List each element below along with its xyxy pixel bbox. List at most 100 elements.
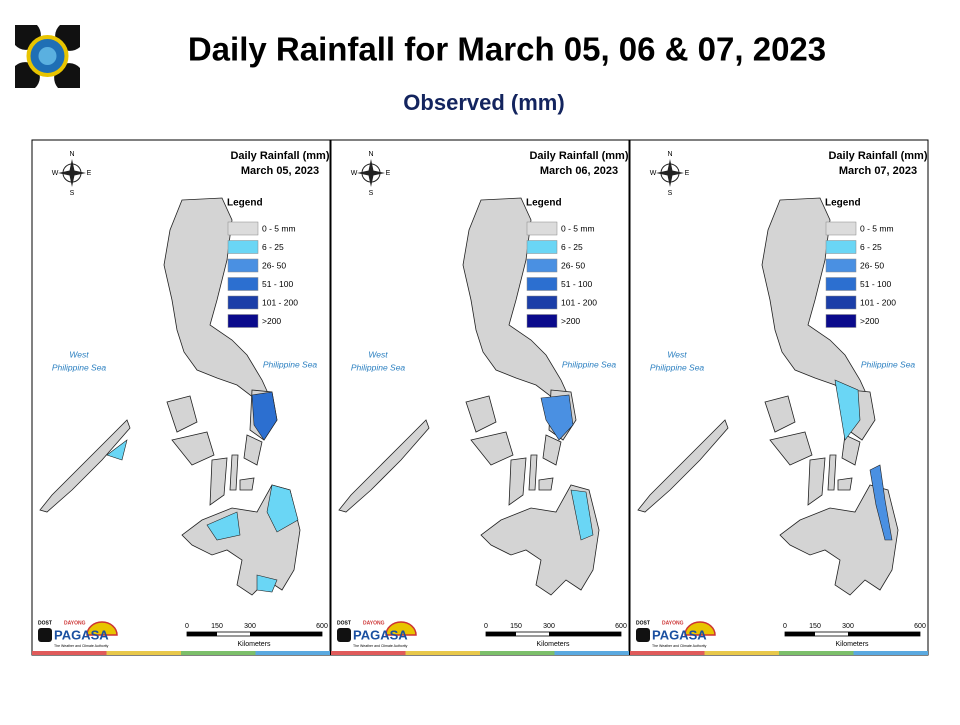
compass: N S W E: [650, 151, 690, 197]
legend-label: 101 - 200: [262, 297, 298, 307]
sea-label: Philippine Sea: [351, 362, 406, 372]
legend-swatch: [526, 314, 558, 328]
land-region: [465, 395, 497, 433]
legend-label: 0 - 5 mm: [860, 223, 894, 233]
logo-dost: DOST: [337, 620, 351, 626]
sea-label: Philippine Sea: [650, 362, 705, 372]
land-region: [764, 395, 796, 433]
slide-title: Daily Rainfall for March 05, 06 & 07, 20…: [188, 31, 826, 68]
scale-label: 0: [185, 623, 189, 630]
legend-swatch: [227, 221, 259, 236]
compass-w: W: [351, 170, 358, 177]
compass-n: N: [69, 151, 74, 158]
scale-label: 0: [783, 623, 787, 630]
rainfall-area: [106, 439, 128, 461]
scale-bar-fill: [187, 632, 217, 636]
legend-swatch: [227, 258, 259, 273]
panel-date: March 06, 2023: [540, 165, 618, 177]
land-region: [769, 431, 813, 466]
compass-e: E: [386, 170, 391, 177]
legend-label: 6 - 25: [561, 242, 583, 252]
color-strip: [255, 651, 330, 655]
scale-unit: Kilometers: [536, 641, 570, 648]
legend-swatch: [227, 240, 259, 254]
scale-label: 300: [543, 623, 555, 630]
legend-swatch: [825, 295, 857, 310]
land-region: [538, 477, 554, 491]
legend-label: 6 - 25: [860, 242, 882, 252]
scale-label: 600: [914, 623, 926, 630]
sea-label: Philippine Sea: [263, 359, 318, 369]
rainfall-area: [869, 464, 893, 541]
rainfall-area: [834, 379, 861, 441]
scale-bar-fill: [785, 632, 815, 636]
land-region: [480, 484, 600, 596]
sea-label: West: [69, 349, 89, 359]
legend-swatch: [825, 258, 857, 273]
rainfall-area: [251, 391, 278, 441]
panel-title: Daily Rainfall (mm): [529, 150, 628, 162]
map-panel: Daily Rainfall (mm) March 07, 2023 N S W E Leg…: [629, 139, 929, 656]
legend-title: Legend: [825, 198, 861, 209]
color-strip: [181, 651, 256, 655]
legend-label: 51 - 100: [262, 279, 293, 289]
compass-star: [656, 159, 684, 187]
land-region: [166, 395, 198, 433]
legend-swatch: [227, 277, 259, 291]
land-region: [508, 457, 527, 506]
land-region: [209, 457, 228, 506]
panel-date: March 07, 2023: [839, 165, 917, 177]
legend-label: 51 - 100: [561, 279, 592, 289]
scale-label: 150: [211, 623, 223, 630]
legend-swatch: [526, 277, 558, 291]
legend-swatch: [825, 240, 857, 254]
legend-swatch: [526, 258, 558, 273]
legend-swatch: [825, 277, 857, 291]
legend-label: >200: [561, 316, 580, 326]
logo-tagline: The Weather and Climate Authority: [652, 644, 707, 648]
scale-label: 300: [244, 623, 256, 630]
scale-label: 600: [615, 623, 627, 630]
logo-dost: DOST: [38, 620, 52, 626]
color-strip: [106, 651, 181, 655]
compass-s: S: [369, 190, 374, 197]
logo-mark: [636, 628, 650, 642]
rainfall-area: [570, 489, 594, 541]
land-region: [229, 454, 239, 491]
compass-n: N: [368, 151, 373, 158]
scale-label: 0: [484, 623, 488, 630]
logo-mark: [38, 628, 52, 642]
logo-dayong: DAYONG: [662, 620, 684, 626]
legend-swatch: [526, 240, 558, 254]
color-strip: [779, 651, 854, 655]
logo-dost: DOST: [636, 620, 650, 626]
logo-tagline: The Weather and Climate Authority: [353, 644, 408, 648]
compass-star: [357, 159, 385, 187]
land-region: [841, 434, 861, 466]
color-strip: [405, 651, 480, 655]
scale-bar-fill: [486, 632, 516, 636]
logo-dayong: DAYONG: [64, 620, 86, 626]
legend-swatch: [227, 314, 259, 328]
legend-swatch: [526, 221, 558, 236]
land-region: [39, 419, 131, 513]
legend-label: >200: [860, 316, 879, 326]
land-region: [171, 431, 215, 466]
rainfall-area: [206, 511, 241, 541]
rainfall-area: [256, 574, 278, 593]
legend-title: Legend: [526, 198, 562, 209]
legend-label: 26- 50: [262, 260, 286, 270]
sea-label: West: [667, 349, 687, 359]
color-strip: [480, 651, 555, 655]
color-strip: [704, 651, 779, 655]
scale-unit: Kilometers: [237, 641, 271, 648]
land-region: [837, 477, 853, 491]
compass-star: [58, 159, 86, 187]
sea-label: West: [368, 349, 388, 359]
slide-subtitle: Observed (mm): [403, 90, 564, 115]
land-region: [528, 454, 538, 491]
land-region: [338, 419, 430, 513]
logo-umbrella: [385, 621, 417, 636]
